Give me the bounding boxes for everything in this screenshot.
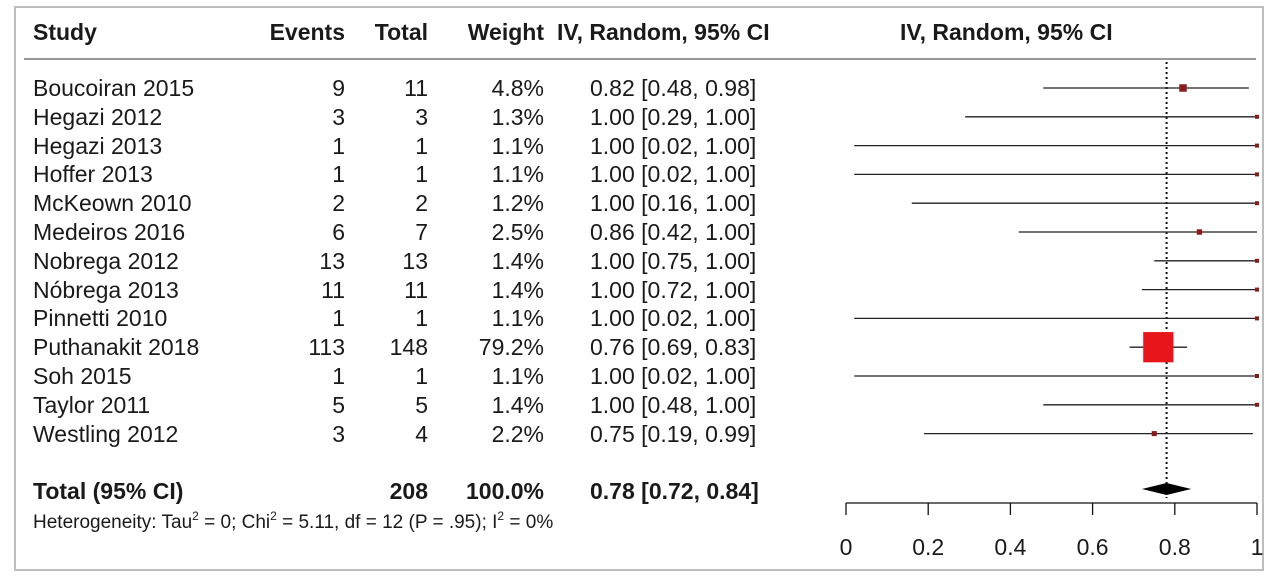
study-name: Hoffer 2013 (33, 161, 153, 188)
study-ci: 1.00 [0.02, 1.00] (590, 305, 757, 332)
study-weight: 1.1% (491, 132, 544, 159)
header-plot: IV, Random, 95% CI (900, 19, 1113, 45)
study-name: Boucoiran 2015 (33, 75, 195, 101)
study-total: 11 (404, 75, 428, 101)
study-events: 3 (332, 420, 345, 447)
study-name: Westling 2012 (33, 420, 179, 447)
study-weight: 1.1% (491, 161, 544, 188)
point-estimate-box (1151, 431, 1157, 437)
study-weight: 1.1% (491, 305, 544, 332)
study-ci: 1.00 [0.02, 1.00] (590, 132, 757, 159)
study-weight: 1.1% (491, 363, 544, 389)
pooled-diamond (1141, 483, 1192, 495)
study-events: 6 (332, 219, 345, 245)
study-name: Nobrega 2012 (33, 247, 179, 274)
x-tick-label: 1 (1251, 534, 1264, 560)
study-total: 7 (415, 219, 428, 245)
study-weight: 2.2% (491, 420, 544, 447)
study-name: Soh 2015 (33, 363, 132, 389)
study-events: 2 (332, 190, 345, 217)
study-events: 113 (308, 334, 345, 361)
point-estimate-box (1255, 201, 1259, 206)
study-weight: 1.4% (491, 247, 544, 274)
point-estimate-box (1254, 258, 1260, 263)
study-name: Taylor 2011 (33, 391, 151, 418)
study-ci: 0.82 [0.48, 0.98] (590, 75, 757, 101)
study-ci: 1.00 [0.75, 1.00] (590, 247, 757, 274)
x-tick-label: 0 (840, 534, 853, 560)
study-total: 3 (415, 103, 428, 130)
header-events: Events (269, 19, 345, 45)
study-events: 5 (332, 391, 345, 418)
point-estimate-box (1196, 229, 1203, 235)
study-weight: 1.2% (491, 190, 544, 217)
study-weight: 1.4% (491, 276, 544, 303)
study-ci: 1.00 [0.16, 1.00] (590, 190, 757, 217)
study-events: 9 (332, 75, 345, 101)
header-ci: IV, Random, 95% CI (557, 19, 770, 45)
point-estimate-box (1179, 84, 1187, 92)
study-weight: 2.5% (491, 219, 544, 245)
point-estimate-box (1255, 316, 1259, 321)
study-events: 1 (332, 305, 345, 332)
x-tick-label: 0.8 (1159, 534, 1191, 560)
study-events: 1 (332, 363, 345, 389)
study-ci: 0.86 [0.42, 1.00] (590, 219, 757, 245)
study-name: Pinnetti 2010 (33, 305, 168, 332)
x-tick-label: 0.6 (1077, 534, 1109, 560)
total-label: Total (95% CI) (33, 478, 184, 504)
study-total: 1 (415, 132, 428, 159)
study-ci: 1.00 [0.29, 1.00] (590, 103, 757, 130)
study-ci: 1.00 [0.48, 1.00] (590, 391, 757, 418)
point-estimate-box (1254, 287, 1260, 292)
point-estimate-box (1255, 172, 1259, 177)
study-total: 11 (404, 276, 428, 303)
study-weight: 1.3% (491, 103, 544, 130)
study-weight: 1.4% (491, 391, 544, 418)
study-ci: 0.75 [0.19, 0.99] (590, 420, 757, 447)
study-weight: 4.8% (491, 75, 544, 101)
x-tick-label: 0.2 (912, 534, 944, 560)
study-total: 1 (415, 305, 428, 332)
header-weight: Weight (467, 19, 544, 45)
point-estimate-box (1255, 374, 1259, 378)
point-estimate-box (1143, 332, 1174, 363)
study-total: 1 (415, 161, 428, 188)
study-events: 1 (332, 132, 345, 159)
study-events: 11 (321, 276, 345, 303)
x-tick-label: 0.4 (994, 534, 1026, 560)
study-name: Nóbrega 2013 (33, 276, 179, 303)
point-estimate-box (1254, 402, 1260, 407)
study-ci: 1.00 [0.02, 1.00] (590, 161, 757, 188)
study-total: 4 (415, 420, 428, 447)
study-total: 2 (415, 190, 428, 217)
study-events: 1 (332, 161, 345, 188)
total-weight: 100.0% (465, 478, 544, 504)
total-ci: 0.78 [0.72, 0.84] (590, 478, 759, 504)
point-estimate-box (1255, 114, 1259, 119)
study-name: Medeiros 2016 (33, 219, 186, 245)
study-ci: 0.76 [0.69, 0.83] (590, 334, 757, 361)
study-name: McKeown 2010 (33, 190, 192, 217)
study-events: 3 (332, 103, 345, 130)
study-total: 13 (402, 247, 428, 274)
study-name: Hegazi 2013 (33, 132, 163, 159)
forest-plot-frame (14, 6, 1264, 571)
study-total: 1 (415, 363, 428, 389)
study-ci: 1.00 [0.02, 1.00] (590, 363, 757, 389)
study-weight: 79.2% (478, 334, 544, 361)
header-study: Study (33, 19, 97, 45)
study-name: Hegazi 2012 (33, 103, 163, 130)
study-ci: 1.00 [0.72, 1.00] (590, 276, 757, 303)
study-events: 13 (319, 247, 345, 274)
study-total: 5 (415, 391, 428, 418)
heterogeneity-text: Heterogeneity: Tau2 = 0; Chi2 = 5.11, df… (33, 509, 554, 533)
total-count: 208 (389, 478, 428, 504)
point-estimate-box (1255, 143, 1259, 148)
header-total: Total (374, 19, 428, 45)
study-name: Puthanakit 2018 (33, 334, 200, 361)
study-total: 148 (389, 334, 428, 361)
